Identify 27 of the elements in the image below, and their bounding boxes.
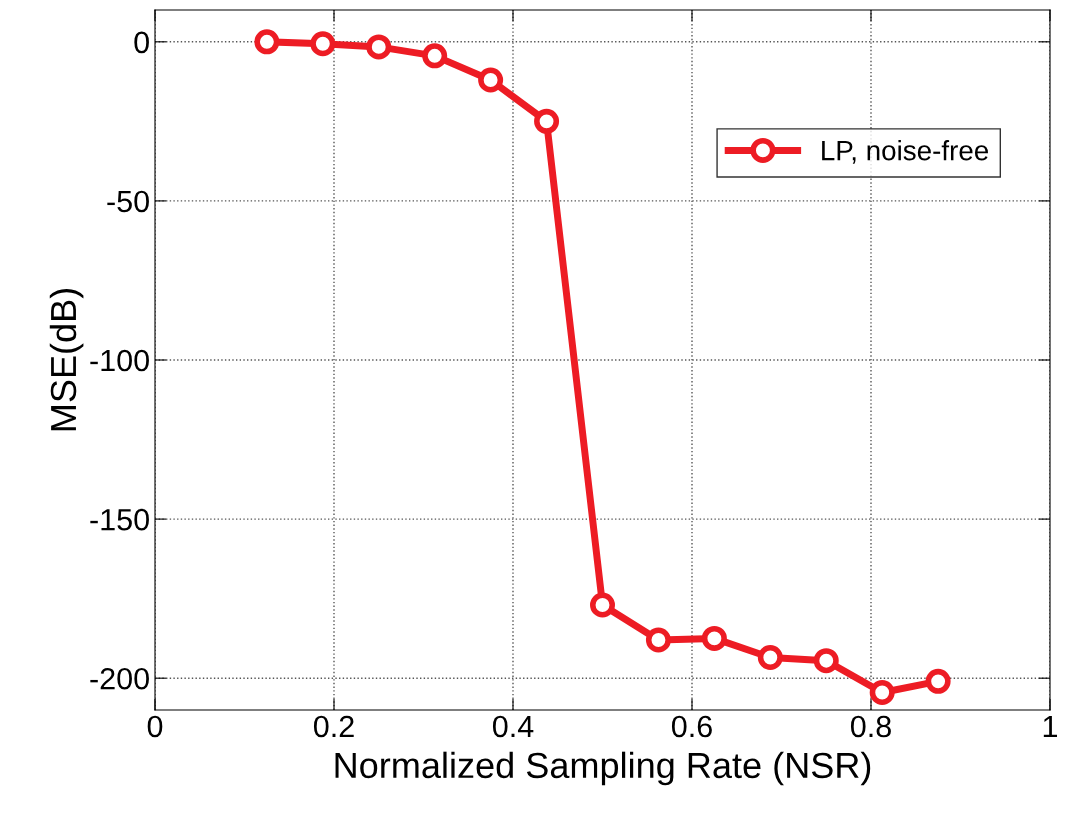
point — [366, 34, 392, 60]
point — [645, 627, 671, 653]
point — [869, 680, 895, 705]
point — [590, 592, 615, 618]
x-tick-label: 0.8 — [850, 715, 891, 738]
legend-label: LP, noise-free — [822, 140, 988, 164]
y-tick-label: -100 — [90, 349, 149, 372]
point — [310, 31, 336, 57]
point — [254, 29, 280, 55]
point — [534, 108, 560, 134]
y-axis-title: MSE(dB) — [49, 289, 84, 431]
x-tick-label: 0.6 — [671, 715, 712, 738]
point — [757, 645, 783, 670]
point — [478, 67, 504, 93]
y-tick-label: 0 — [134, 31, 149, 54]
point — [813, 648, 839, 674]
point — [701, 625, 727, 651]
x-axis-title: Normalized Sampling Rate (NSR) — [335, 751, 871, 786]
x-tick-label: 1 — [1043, 715, 1058, 737]
point — [422, 43, 448, 69]
point — [925, 668, 951, 694]
x-tick-label: 0.2 — [313, 715, 354, 738]
y-tick-label: -50 — [107, 190, 149, 213]
x-tick-label: 0 — [147, 715, 163, 738]
x-tick-label: 0.4 — [492, 715, 534, 738]
y-tick-label: -150 — [90, 508, 149, 531]
y-tick-label: -200 — [90, 667, 149, 690]
